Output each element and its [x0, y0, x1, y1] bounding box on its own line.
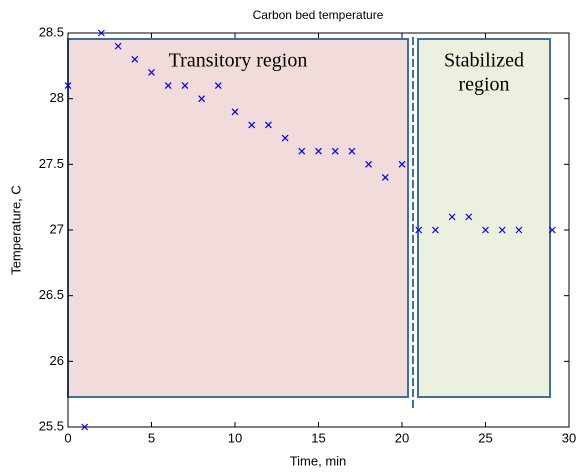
x-tick-label: 10 — [228, 430, 242, 445]
marker — [97, 29, 105, 37]
x-tick-label: 25 — [478, 430, 492, 445]
y-tick-label: 25.5 — [39, 418, 64, 433]
annotation: Stabilized — [444, 50, 524, 72]
transitory-region-box — [67, 38, 409, 398]
y-tick-label: 26.5 — [39, 287, 64, 302]
y-tick-label: 27.5 — [39, 156, 64, 171]
marker — [398, 160, 406, 168]
annotation: region — [458, 74, 509, 96]
marker — [331, 147, 339, 155]
marker — [231, 108, 239, 116]
marker — [264, 121, 272, 129]
marker — [431, 226, 439, 234]
chart-title: Carbon bed temperature — [253, 8, 384, 22]
stabilized-region-box — [417, 38, 551, 398]
marker — [498, 226, 506, 234]
marker — [515, 226, 523, 234]
marker — [198, 95, 206, 103]
x-tick-label: 5 — [148, 430, 155, 445]
y-axis-label: Temperature, C — [8, 185, 23, 275]
marker — [348, 147, 356, 155]
marker — [181, 82, 189, 89]
marker — [164, 82, 172, 89]
marker — [248, 121, 256, 129]
marker — [548, 226, 556, 234]
marker — [365, 160, 373, 168]
marker — [114, 42, 122, 50]
marker — [81, 423, 89, 431]
marker — [148, 68, 155, 76]
x-tick-label: 20 — [395, 430, 409, 445]
marker — [381, 174, 389, 181]
y-tick-label: 28 — [50, 90, 64, 105]
x-tick-label: 0 — [64, 430, 71, 445]
marker — [214, 82, 222, 89]
marker — [465, 213, 473, 221]
y-tick-label: 26 — [50, 353, 64, 368]
y-tick-label: 28.5 — [39, 24, 64, 39]
y-tick-label: 27 — [50, 221, 64, 236]
marker — [64, 82, 72, 89]
x-tick-label: 30 — [562, 430, 576, 445]
x-axis-label: Time, min — [290, 453, 347, 468]
marker — [281, 134, 289, 142]
x-tick-label: 15 — [311, 430, 325, 445]
marker — [415, 226, 423, 234]
annotation: Transitory region — [169, 50, 308, 72]
marker — [298, 147, 306, 155]
marker — [448, 213, 456, 221]
marker — [131, 55, 139, 63]
marker — [482, 226, 489, 234]
marker — [315, 147, 322, 155]
